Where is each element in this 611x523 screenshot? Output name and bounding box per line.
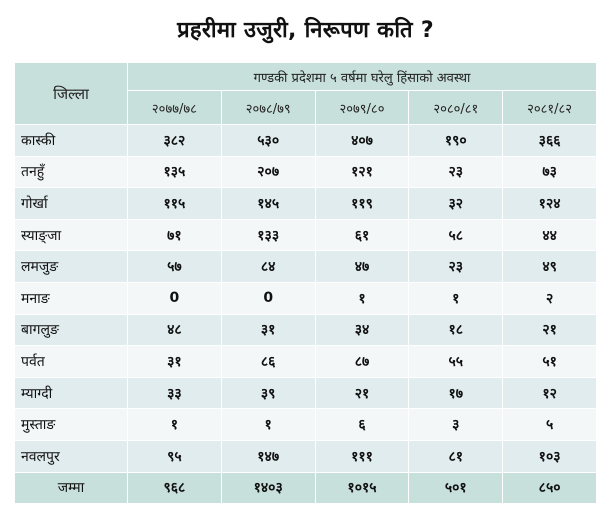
table-row: म्याग्दी ३३ ३९ २१ १७ १२ — [14, 376, 597, 410]
value-cell: ५१ — [502, 345, 597, 378]
district-name: बागलुङ — [14, 313, 128, 347]
value-cell: १८ — [408, 313, 504, 347]
value-cell: ७१ — [127, 218, 222, 252]
value-cell: ३३ — [127, 376, 222, 410]
district-name: पर्वत — [14, 345, 128, 378]
district-name: नवलपुर — [14, 439, 128, 473]
district-name: म्याग्दी — [14, 376, 128, 410]
table-row: पर्वत ३१ ८६ ८७ ५५ ५१ — [14, 345, 597, 378]
value-cell: १२ — [502, 376, 597, 410]
value-cell: ७३ — [502, 155, 597, 189]
value-cell: ५०१ — [408, 471, 504, 505]
district-name: गोर्खा — [14, 187, 128, 220]
corner-header: जिल्ला — [14, 62, 128, 125]
value-cell: ५३० — [220, 124, 316, 157]
table-row: स्याङ्जा ७१ १३३ ६१ ५८ ४४ — [14, 218, 597, 252]
value-cell: १४५ — [220, 187, 316, 220]
value-cell: ४७ — [314, 250, 410, 283]
table-row: बागलुङ ४८ ३१ ३४ १८ २१ — [14, 313, 597, 347]
value-cell: ३८२ — [127, 124, 222, 157]
value-cell: ४०७ — [314, 124, 410, 157]
value-cell: ५५ — [408, 345, 504, 378]
table-row: मुस्ताङ १ १ ६ ३ ५ — [14, 408, 597, 441]
value-cell: ६ — [314, 408, 410, 441]
district-name: मनाङ — [14, 281, 128, 315]
value-cell: ३१ — [220, 313, 316, 347]
district-name: तनहुँ — [14, 155, 128, 189]
value-cell: १४०३ — [220, 471, 316, 505]
value-cell: ३१ — [127, 345, 222, 378]
value-cell: १४७ — [220, 439, 316, 473]
value-cell: ९५ — [127, 439, 222, 473]
column-header: २०७७/७८ — [127, 90, 222, 125]
value-cell: ८७ — [314, 345, 410, 378]
table-body: कास्की ३८२ ५३० ४०७ १९० ३६६ तनहुँ १३५ २०७ १२१ २३ ७३ ग… — [14, 124, 597, 505]
column-header-row: २०७७/७८ २०७८/७९ २०७९/८० २०८०/८१ २०८१/८२ — [15, 90, 597, 125]
value-cell: ६१ — [314, 218, 410, 252]
table-row: गोर्खा ११५ १४५ ११९ ३२ १२४ — [14, 187, 597, 220]
value-cell: १०१५ — [314, 471, 410, 505]
chart-title: प्रहरीमा उजुरी, निरूपण कति ? — [177, 18, 434, 43]
data-table: जिल्ला गण्डकी प्रदेशमा ५ वर्षमा घरेलु हि… — [14, 62, 597, 505]
value-cell: १ — [314, 281, 410, 315]
value-cell: २३ — [408, 250, 504, 283]
value-cell: १३३ — [220, 218, 316, 252]
value-cell: २१ — [502, 313, 597, 347]
district-name: मुस्ताङ — [14, 408, 128, 441]
table-row: नवलपुर ९५ १४७ १११ ८१ १०३ — [14, 439, 597, 473]
value-cell: 0 — [220, 281, 316, 315]
district-name: जम्मा — [14, 471, 128, 505]
value-cell: ४८ — [127, 313, 222, 347]
column-header: २०८०/८१ — [408, 90, 504, 125]
group-header: गण्डकी प्रदेशमा ५ वर्षमा घरेलु हिंसाको अ… — [127, 62, 597, 91]
value-cell: ११५ — [127, 187, 222, 220]
value-cell: १२१ — [314, 155, 410, 189]
value-cell: ५८ — [408, 218, 504, 252]
district-name: स्याङ्जा — [14, 218, 128, 252]
value-cell: १ — [127, 408, 222, 441]
value-cell: १३५ — [127, 155, 222, 189]
value-cell: २०७ — [220, 155, 316, 189]
value-cell: ८१ — [408, 439, 504, 473]
column-header: २०७८/७९ — [220, 90, 316, 125]
value-cell: २१ — [314, 376, 410, 410]
value-cell: १२४ — [502, 187, 597, 220]
value-cell: ३२ — [408, 187, 504, 220]
value-cell: ९६८ — [127, 471, 222, 505]
table-row: तनहुँ १३५ २०७ १२१ २३ ७३ — [14, 155, 597, 189]
value-cell: ३४ — [314, 313, 410, 347]
value-cell: ४४ — [502, 218, 597, 252]
value-cell: ८५० — [502, 471, 597, 505]
total-row: जम्मा ९६८ १४०३ १०१५ ५०१ ८५० — [14, 471, 597, 505]
district-name: लमजुङ — [14, 250, 128, 283]
value-cell: १ — [408, 281, 504, 315]
district-name: कास्की — [14, 124, 128, 157]
value-cell: ८४ — [220, 250, 316, 283]
value-cell: ३ — [408, 408, 504, 441]
value-cell: ११९ — [314, 187, 410, 220]
value-cell: 0 — [127, 281, 222, 315]
value-cell: १७ — [408, 376, 504, 410]
value-cell: १ — [220, 408, 316, 441]
value-cell: ४९ — [502, 250, 597, 283]
value-cell: २३ — [408, 155, 504, 189]
value-cell: २ — [502, 281, 597, 315]
value-cell: ५७ — [127, 250, 222, 283]
column-header: २०८१/८२ — [502, 90, 597, 125]
table-row: कास्की ३८२ ५३० ४०७ १९० ३६६ — [14, 124, 597, 157]
value-cell: ५ — [502, 408, 597, 441]
value-cell: १११ — [314, 439, 410, 473]
value-cell: १९० — [408, 124, 504, 157]
table-row: मनाङ 0 0 १ १ २ — [14, 281, 597, 315]
value-cell: ३९ — [220, 376, 316, 410]
value-cell: ३६६ — [502, 124, 597, 157]
column-header: २०७९/८० — [314, 90, 410, 125]
value-cell: ८६ — [220, 345, 316, 378]
value-cell: १०३ — [502, 439, 597, 473]
table-row: लमजुङ ५७ ८४ ४७ २३ ४९ — [14, 250, 597, 283]
